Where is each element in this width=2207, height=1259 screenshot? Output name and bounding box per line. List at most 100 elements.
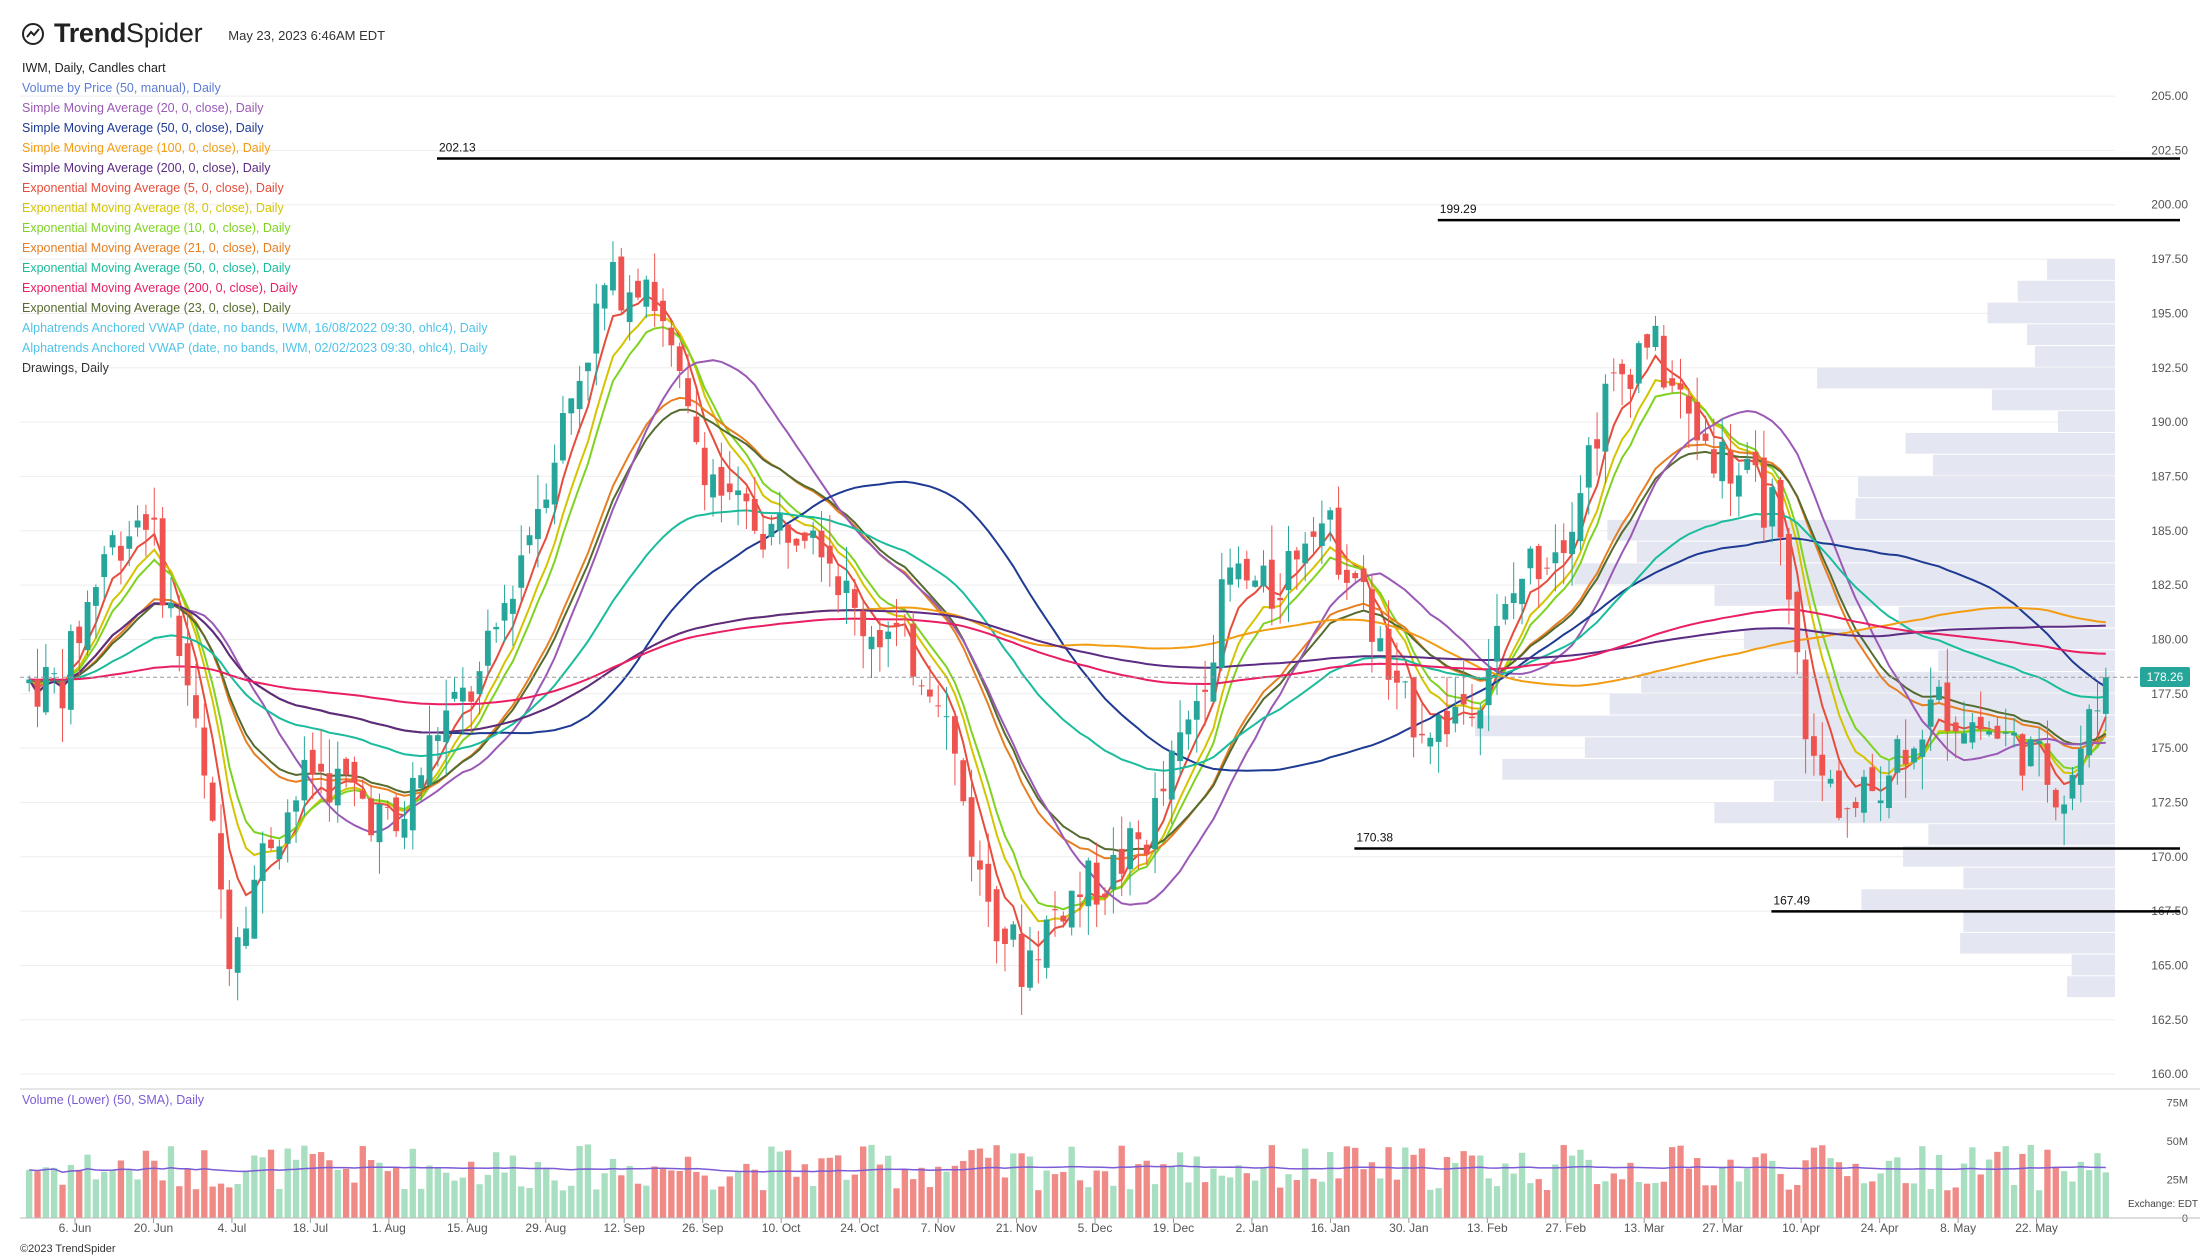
candle-body — [1961, 733, 1967, 744]
volume-bar — [1660, 1181, 1667, 1218]
volume-panel-title: Volume (Lower) (50, SMA), Daily — [22, 1093, 205, 1107]
volume-bar — [1885, 1160, 1893, 1218]
volume-axis-label: 75M — [2167, 1098, 2188, 1110]
candle-body — [2069, 774, 2076, 799]
volume-bar — [793, 1176, 800, 1218]
legend-item[interactable]: Simple Moving Average (50, 0, close), Da… — [22, 121, 264, 135]
candle-body — [1143, 844, 1150, 855]
candle-body — [42, 667, 49, 713]
volume-axis-label: 0 — [2182, 1213, 2188, 1225]
candle-body — [1744, 458, 1751, 470]
volume-bar — [1251, 1180, 1259, 1218]
candle-body — [760, 533, 767, 550]
volume-bar — [801, 1164, 808, 1218]
volume-bar — [1285, 1174, 1292, 1218]
volume-bar — [1310, 1178, 1317, 1218]
volume-bar — [417, 1188, 425, 1218]
legend-item[interactable]: Exponential Moving Average (8, 0, close)… — [22, 201, 284, 215]
volume-bar — [509, 1155, 517, 1218]
volume-bar — [1727, 1159, 1734, 1218]
candle-body — [776, 513, 783, 531]
volume-bar — [943, 1171, 950, 1218]
legend-item[interactable]: Simple Moving Average (20, 0, close), Da… — [22, 101, 264, 115]
volume-by-price-bar — [1817, 367, 2115, 389]
volume-by-price-bar — [2034, 346, 2115, 367]
candle-body — [1093, 862, 1100, 905]
y-tick-label: 185.00 — [2151, 524, 2188, 538]
volume-bar — [626, 1165, 633, 1218]
volume-bar — [1010, 1153, 1017, 1218]
volume-bar — [484, 1174, 492, 1218]
legend-item[interactable]: Alphatrends Anchored VWAP (date, no band… — [22, 341, 488, 355]
volume-bar — [351, 1182, 358, 1218]
volume-bar — [2027, 1144, 2034, 1218]
ema-50-line — [29, 509, 2106, 772]
volume-bar — [1168, 1165, 1175, 1218]
volume-bar — [826, 1157, 833, 1218]
candle-body — [2061, 804, 2068, 814]
volume-bar — [1694, 1158, 1701, 1218]
volume-bar — [1410, 1154, 1417, 1218]
volume-bar — [267, 1149, 275, 1218]
candle-body — [168, 602, 174, 609]
volume-bar — [1894, 1157, 1901, 1218]
volume-bar — [1602, 1181, 1609, 1218]
header: TrendSpider May 23, 2023 6:46AM EDT — [22, 18, 385, 49]
volume-bar — [2044, 1149, 2051, 1218]
candle-body — [1385, 628, 1392, 680]
legend-item[interactable]: Exponential Moving Average (5, 0, close)… — [22, 181, 284, 195]
candle-body — [1227, 567, 1234, 585]
volume-bar — [726, 1176, 733, 1218]
trendspider-logo-icon — [22, 22, 44, 45]
candle-body — [1218, 579, 1225, 668]
y-tick-label: 172.50 — [2151, 795, 2188, 809]
volume-bar — [284, 1148, 291, 1218]
volume-bar — [784, 1150, 792, 1218]
volume-bar — [1226, 1177, 1234, 1218]
volume-bar — [1510, 1173, 1517, 1218]
candle-body — [810, 530, 817, 538]
legend-item[interactable]: IWM, Daily, Candles chart — [22, 61, 166, 75]
legend-item[interactable]: Drawings, Daily — [22, 361, 109, 375]
candle-body — [1444, 710, 1450, 735]
legend-item[interactable]: Simple Moving Average (200, 0, close), D… — [22, 161, 271, 175]
candle-body — [918, 685, 925, 687]
candle-body — [568, 398, 575, 414]
ema-200-line — [29, 608, 2106, 706]
volume-bar — [1352, 1147, 1359, 1218]
candle-body — [1377, 638, 1384, 652]
volume-bar — [1385, 1147, 1392, 1218]
candle-body — [1977, 716, 1984, 730]
legend-item[interactable]: Simple Moving Average (100, 0, close), D… — [22, 141, 271, 155]
volume-bar — [1260, 1168, 1267, 1218]
legend-item[interactable]: Volume by Price (50, manual), Daily — [22, 81, 221, 95]
legend-item[interactable]: Exponential Moving Average (21, 0, close… — [22, 241, 291, 255]
legend-item[interactable]: Exponential Moving Average (50, 0, close… — [22, 261, 291, 275]
copyright: ©2023 TrendSpider — [20, 1243, 116, 1255]
volume-bar — [868, 1144, 875, 1218]
candle-body — [1360, 568, 1367, 583]
volume-bar — [109, 1169, 116, 1218]
volume-by-price-bar — [1502, 758, 2115, 780]
candle-body — [868, 636, 875, 650]
volume-bar — [1568, 1155, 1576, 1218]
candle-body — [1102, 893, 1108, 898]
legend-item[interactable]: Exponential Moving Average (200, 0, clos… — [22, 281, 298, 295]
candle-body — [109, 535, 116, 548]
volume-bar — [1318, 1181, 1326, 1218]
legend-item[interactable]: Alphatrends Anchored VWAP (date, no band… — [22, 321, 488, 335]
candle-body — [1927, 699, 1934, 727]
y-tick-label: 192.50 — [2151, 361, 2188, 375]
legend-item[interactable]: Exponential Moving Average (23, 0, close… — [22, 301, 291, 315]
volume-bar — [451, 1180, 458, 1218]
y-tick-label: 175.00 — [2151, 741, 2188, 755]
candle-body — [1027, 950, 1033, 988]
volume-bar — [2002, 1146, 2009, 1218]
volume-bar — [501, 1172, 508, 1218]
legend-item[interactable]: Exponential Moving Average (10, 0, close… — [22, 221, 291, 235]
candle-body — [585, 362, 591, 372]
volume-bar — [1302, 1148, 1309, 1218]
volume-bar — [1985, 1159, 1993, 1218]
candle-body — [159, 518, 166, 606]
